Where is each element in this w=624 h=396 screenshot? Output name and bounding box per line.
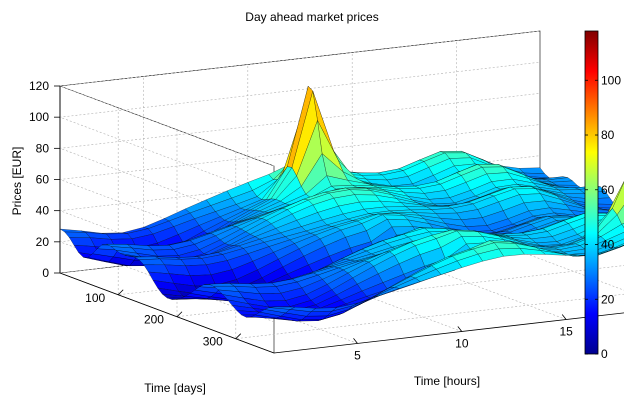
z-tick-label: 100: [29, 110, 49, 124]
hour-axis-line: [273, 312, 624, 354]
z-axis-label: Prices [EUR]: [10, 147, 24, 216]
z-tick-label: 120: [29, 79, 49, 93]
x-tick-label: 10: [455, 336, 469, 350]
y-tick-mark: [176, 311, 183, 318]
colorbar: 0 20 40 60 80 100: [584, 30, 621, 361]
z-tick-label: 20: [36, 235, 50, 249]
surface-patch: [138, 258, 165, 265]
colorbar-tick-label: 40: [601, 238, 615, 252]
x-axis-label: Time [hours]: [414, 374, 480, 388]
day-axis-line: [59, 272, 275, 354]
colorbar-tick-label: 0: [601, 347, 608, 361]
surface-patch: [68, 237, 96, 247]
tick-labels: 0204060801001205101520100200300: [29, 79, 573, 362]
surface-patch: [143, 264, 170, 274]
y-tick-mark: [235, 333, 242, 339]
x-tick-mark: [457, 326, 463, 332]
y-tick-label: 200: [144, 313, 164, 327]
z-tick-label: 0: [42, 266, 49, 280]
colorbar-tick-label: 20: [601, 292, 615, 306]
colorbar-tick-label: 60: [601, 183, 615, 197]
x-tick-mark: [353, 338, 358, 344]
z-tick-label: 40: [36, 204, 50, 218]
z-tick-label: 80: [36, 141, 50, 155]
x-tick-label: 5: [354, 348, 361, 362]
y-tick-mark: [117, 289, 124, 296]
colorbar-gradient: [584, 30, 599, 355]
y-gridline: [235, 151, 624, 340]
chart-title: Day ahead market prices: [245, 10, 378, 24]
y-tick-label: 100: [85, 291, 105, 305]
surface-patch: [269, 306, 295, 310]
y-tick-label: 300: [203, 335, 223, 349]
colorbar-tick-label: 80: [601, 128, 615, 142]
surface-patch: [59, 228, 86, 233]
z-tick-label: 60: [36, 173, 50, 187]
y-gridline: [176, 129, 624, 318]
price-surface: [59, 85, 624, 322]
x-tick-mark: [561, 314, 567, 320]
y-axis-label: Time [days]: [144, 381, 206, 395]
colorbar-tick-label: 100: [601, 73, 621, 87]
x-tick-label: 15: [559, 325, 573, 339]
